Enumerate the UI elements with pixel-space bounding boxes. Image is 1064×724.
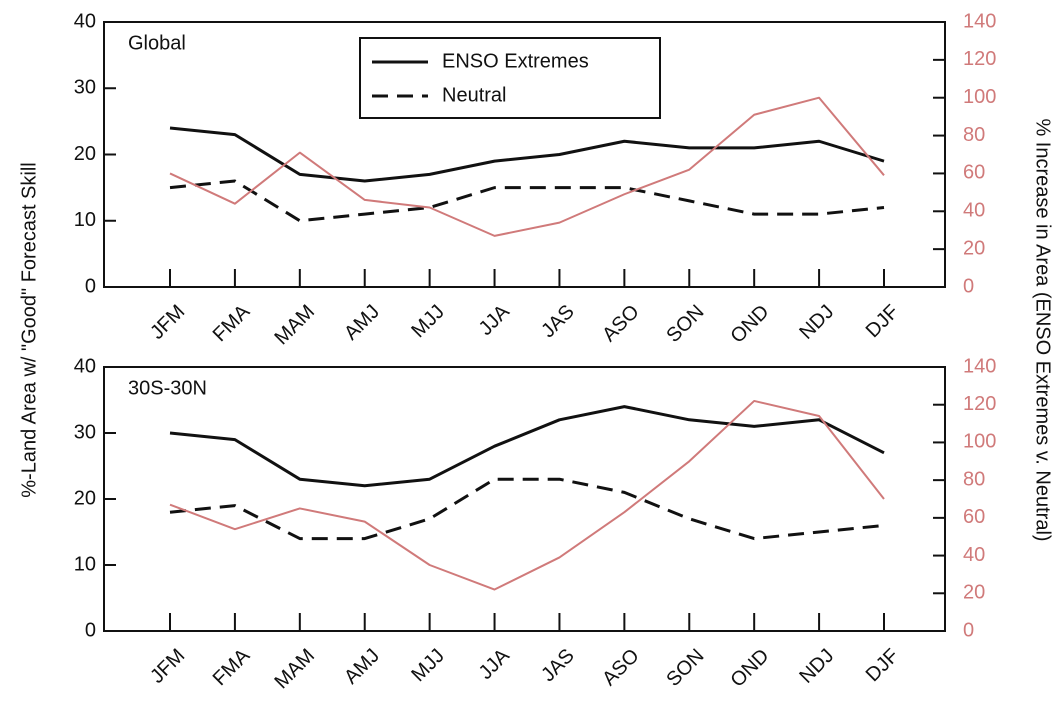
y-tick-label: 10: [74, 553, 96, 575]
y-tick-label: 0: [85, 275, 96, 297]
x-tick-label: MJJ: [407, 645, 448, 686]
x-tick-label: DJF: [862, 645, 903, 686]
x-tick-label: MJJ: [407, 301, 448, 342]
y2-tick-label: 40: [963, 544, 985, 566]
y2-tick-label: 0: [963, 619, 974, 641]
x-tick-label: NDJ: [795, 645, 838, 688]
legend-label: Neutral: [442, 84, 506, 106]
series-line: [169, 399, 885, 591]
panel-label: Global: [128, 32, 186, 54]
x-tick-label: ASO: [598, 301, 643, 346]
series-line: [169, 96, 885, 237]
y-tick-label: 30: [74, 421, 96, 443]
series-line: [169, 179, 885, 223]
y-tick-label: 40: [74, 355, 96, 377]
legend-box: [359, 37, 661, 119]
x-tick-label: FMA: [209, 300, 255, 346]
legend-label: ENSO Extremes: [442, 50, 589, 72]
x-tick-label: SON: [662, 301, 708, 347]
x-tick-label: SON: [662, 645, 708, 691]
x-tick-label: NDJ: [795, 301, 838, 344]
y-tick-label: 10: [74, 209, 96, 231]
x-tick-label: AMJ: [340, 645, 384, 689]
series-line: [169, 405, 885, 488]
y2-tick-label: 80: [963, 124, 985, 146]
x-tick-label: ASO: [598, 645, 643, 690]
y-tick-label: 40: [74, 10, 96, 32]
y-tick-label: 30: [74, 77, 96, 99]
plot-frame: [103, 366, 946, 632]
y2-tick-label: 120: [963, 48, 996, 70]
x-tick-label: OND: [726, 645, 773, 692]
panel-label: 30S-30N: [128, 377, 207, 399]
y2-tick-label: 20: [963, 582, 985, 604]
x-tick-label: JJA: [475, 300, 515, 340]
x-tick-label: JAS: [537, 645, 578, 686]
y2-tick-label: 60: [963, 162, 985, 184]
x-tick-label: JJA: [475, 644, 515, 684]
y2-tick-label: 0: [963, 275, 974, 297]
y2-tick-label: 40: [963, 200, 985, 222]
y2-tick-label: 140: [963, 10, 996, 32]
y-tick-label: 20: [74, 143, 96, 165]
x-tick-label: MAM: [271, 301, 320, 350]
series-line: [169, 477, 885, 541]
series-line: [169, 126, 885, 183]
x-tick-label: JFM: [146, 301, 189, 344]
y2-tick-label: 120: [963, 393, 996, 415]
y-axis-label: %-Land Area w/ "Good" Forecast Skill: [18, 162, 40, 497]
y-tick-label: 0: [85, 619, 96, 641]
y2-tick-label: 100: [963, 86, 996, 108]
x-tick-label: JAS: [537, 301, 578, 342]
y2-tick-label: 100: [963, 431, 996, 453]
x-tick-label: MAM: [271, 645, 320, 694]
y2-tick-label: 80: [963, 468, 985, 490]
y-tick-label: 20: [74, 487, 96, 509]
x-tick-label: JFM: [146, 645, 189, 688]
x-tick-label: DJF: [862, 301, 903, 342]
y2-axis-label: % Increase in Area (ENSO Extremes v. Neu…: [1032, 118, 1054, 541]
y2-tick-label: 60: [963, 506, 985, 528]
x-tick-label: OND: [726, 301, 773, 348]
x-tick-label: AMJ: [340, 301, 384, 345]
x-tick-label: FMA: [209, 644, 255, 690]
y2-tick-label: 20: [963, 237, 985, 259]
y2-tick-label: 140: [963, 355, 996, 377]
